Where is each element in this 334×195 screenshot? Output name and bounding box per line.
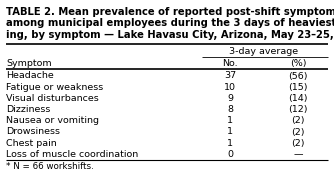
Text: (15): (15) bbox=[288, 83, 308, 92]
Text: (2): (2) bbox=[291, 116, 305, 125]
Text: (12): (12) bbox=[288, 105, 308, 114]
Text: (%): (%) bbox=[290, 59, 306, 68]
Text: 9: 9 bbox=[227, 94, 233, 103]
Text: Drowsiness: Drowsiness bbox=[6, 128, 60, 136]
Text: 3-day average: 3-day average bbox=[229, 46, 299, 56]
Text: 37: 37 bbox=[224, 72, 236, 81]
Text: Loss of muscle coordination: Loss of muscle coordination bbox=[6, 150, 138, 159]
Text: 10: 10 bbox=[224, 83, 236, 92]
Text: (14): (14) bbox=[288, 94, 308, 103]
Text: Headache: Headache bbox=[6, 72, 54, 81]
Text: Visual disturbances: Visual disturbances bbox=[6, 94, 99, 103]
Text: Dizziness: Dizziness bbox=[6, 105, 50, 114]
Text: Chest pain: Chest pain bbox=[6, 139, 57, 148]
Text: 8: 8 bbox=[227, 105, 233, 114]
Text: (56): (56) bbox=[288, 72, 308, 81]
Text: —: — bbox=[293, 150, 303, 159]
Text: Nausea or vomiting: Nausea or vomiting bbox=[6, 116, 99, 125]
Text: 1: 1 bbox=[227, 128, 233, 136]
Text: Symptom: Symptom bbox=[6, 59, 52, 68]
Text: (2): (2) bbox=[291, 139, 305, 148]
Text: Fatigue or weakness: Fatigue or weakness bbox=[6, 83, 103, 92]
Text: 0: 0 bbox=[227, 150, 233, 159]
Text: (2): (2) bbox=[291, 128, 305, 136]
Text: among municipal employees during the 3 days of heaviest boat-: among municipal employees during the 3 d… bbox=[6, 19, 334, 28]
Text: ing, by symptom — Lake Havasu City, Arizona, May 23–25, 2003*: ing, by symptom — Lake Havasu City, Ariz… bbox=[6, 30, 334, 40]
Text: 1: 1 bbox=[227, 139, 233, 148]
Text: * N = 66 workshifts.: * N = 66 workshifts. bbox=[6, 162, 94, 171]
Text: 1: 1 bbox=[227, 116, 233, 125]
Text: TABLE 2. Mean prevalence of reported post-shift symptoms: TABLE 2. Mean prevalence of reported pos… bbox=[6, 7, 334, 17]
Text: No.: No. bbox=[222, 59, 238, 68]
